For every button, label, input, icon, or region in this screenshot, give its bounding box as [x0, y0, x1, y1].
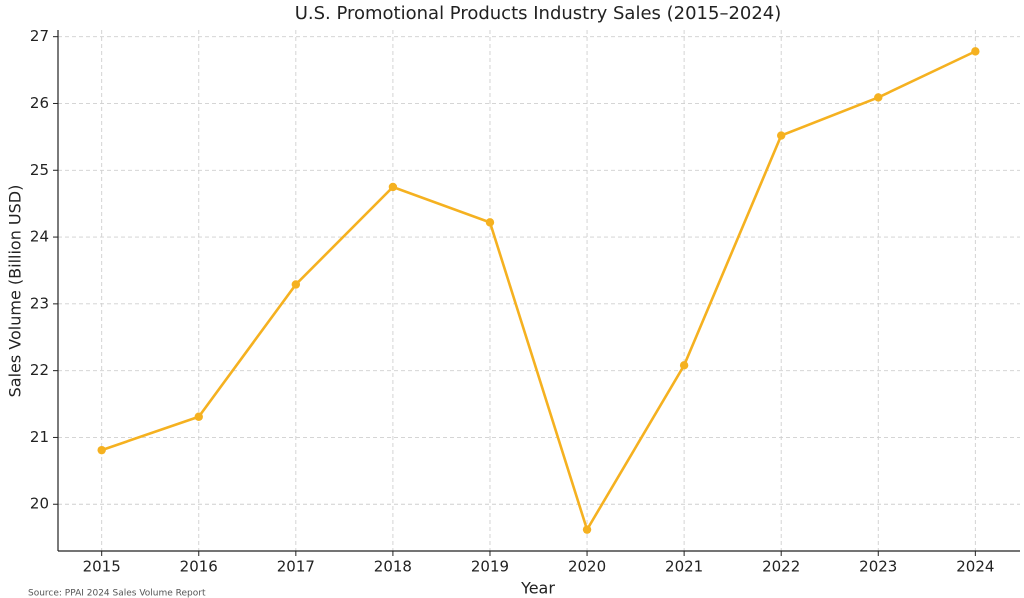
data-point [194, 412, 203, 421]
x-tick-label: 2018 [374, 558, 412, 576]
data-point [485, 218, 495, 227]
data-point [679, 361, 689, 370]
source-note: Source: PPAI 2024 Sales Volume Report [28, 589, 206, 598]
y-tick-label: 26 [30, 94, 49, 112]
data-point [971, 47, 980, 56]
y-axis-label: Sales Volume (Billion USD) [6, 185, 25, 398]
chart-title: U.S. Promotional Products Industry Sales… [295, 3, 782, 24]
data-point [97, 445, 106, 455]
x-tick-label: 2015 [83, 558, 121, 576]
x-tick-label: 2020 [568, 558, 606, 576]
data-line [101, 50, 976, 533]
x-tick-label: 2017 [277, 558, 315, 576]
y-tick-label: 21 [30, 428, 49, 446]
x-tick-label: 2024 [956, 558, 994, 576]
y-tick-label: 22 [30, 361, 49, 379]
y-tick-label: 24 [30, 228, 49, 246]
y-tick-label: 25 [30, 161, 49, 179]
y-tick-label: 20 [30, 495, 49, 513]
data-point [388, 182, 398, 192]
data-point [582, 525, 592, 534]
y-tick-label: 23 [30, 294, 49, 312]
x-tick-label: 2023 [859, 558, 897, 576]
x-axis-label: Year [520, 579, 555, 598]
y-tick-label: 27 [30, 27, 49, 45]
data-point [291, 280, 301, 289]
x-tick-label: 2016 [180, 558, 218, 576]
x-tick-label: 2019 [471, 558, 509, 576]
x-tick-label: 2021 [665, 558, 703, 576]
data-point [776, 131, 786, 140]
x-tick-label: 2022 [762, 558, 800, 576]
data-point [874, 93, 883, 102]
